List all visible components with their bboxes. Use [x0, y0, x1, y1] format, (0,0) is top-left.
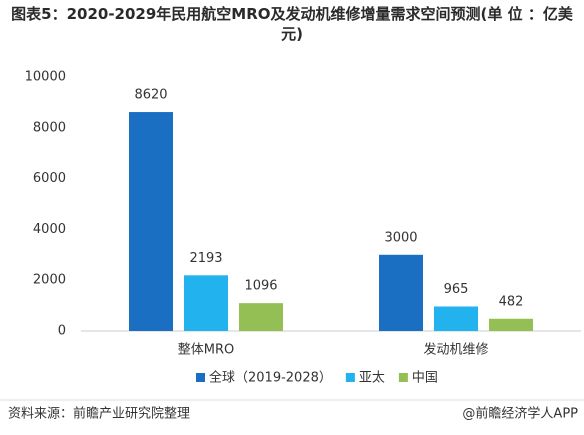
y-tick-label: 4000 — [33, 222, 66, 237]
credit: @前瞻经济学人APP — [462, 406, 578, 422]
y-tick-label: 6000 — [33, 171, 66, 186]
bar — [239, 303, 283, 331]
x-tick-label: 整体MRO — [178, 343, 234, 358]
data-label: 3000 — [384, 230, 417, 245]
y-tick-label: 2000 — [33, 273, 66, 288]
y-tick-label: 8000 — [33, 120, 66, 135]
data-label: 8620 — [134, 88, 167, 103]
data-label: 482 — [499, 294, 524, 309]
legend-swatch — [398, 373, 408, 382]
legend-label: 全球（2019-2028） — [209, 370, 332, 386]
bar — [434, 306, 478, 331]
x-tick-label: 发动机维修 — [423, 342, 488, 358]
y-tick-label: 10000 — [25, 70, 66, 85]
bar — [379, 254, 423, 331]
y-tick-label: 0 — [58, 324, 66, 339]
legend-label: 亚太 — [359, 371, 385, 386]
bar — [184, 275, 228, 331]
bar — [489, 318, 533, 331]
chart-title: 图表5：2020-2029年民用航空MRO及发动机维修增量需求空间预测(单 位 … — [11, 5, 573, 43]
data-label: 965 — [444, 282, 469, 297]
source: 资料来源：前瞻产业研究院整理 — [8, 406, 190, 422]
data-label: 2193 — [189, 251, 222, 266]
data-label: 1096 — [244, 279, 277, 294]
legend-swatch — [345, 373, 355, 382]
bar — [129, 112, 173, 331]
legend-label: 中国 — [412, 371, 438, 386]
legend-swatch — [196, 373, 205, 382]
